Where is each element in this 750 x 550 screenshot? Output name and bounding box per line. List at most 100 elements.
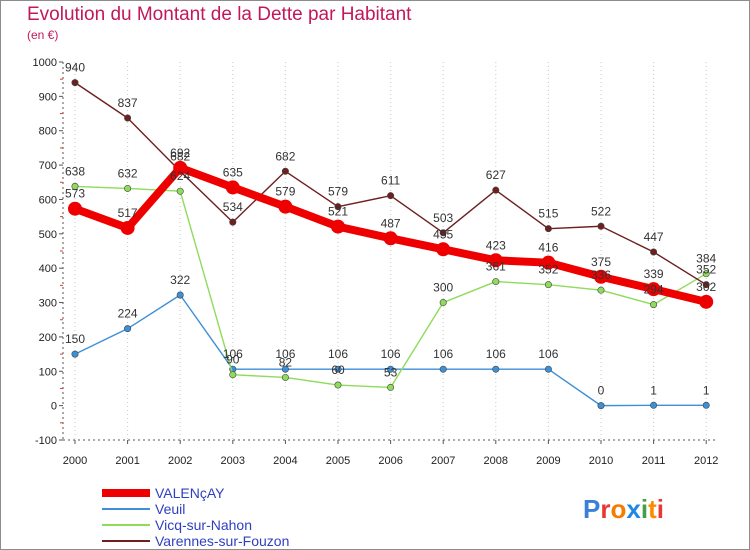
series-layer xyxy=(68,79,714,410)
data-label: 692 xyxy=(170,146,190,160)
y-tick-label: 400 xyxy=(39,263,57,275)
data-point xyxy=(71,182,79,190)
logo-letter: t xyxy=(648,494,657,524)
data-label: 384 xyxy=(696,252,716,266)
y-tick-label: 1000 xyxy=(33,57,57,69)
data-point xyxy=(387,383,395,391)
data-point xyxy=(120,220,135,235)
data-label: 106 xyxy=(538,347,558,361)
y-tick-label: -100 xyxy=(35,435,57,447)
logo-letter: r xyxy=(600,494,610,524)
data-label: 940 xyxy=(65,61,85,75)
y-tick-label: 100 xyxy=(39,366,57,378)
data-label: 106 xyxy=(433,347,453,361)
x-tick-label: 2000 xyxy=(63,455,87,467)
data-label: 339 xyxy=(644,267,664,281)
data-label: 1 xyxy=(703,383,710,397)
data-label: 447 xyxy=(644,230,664,244)
data-point xyxy=(594,269,608,284)
data-label: 302 xyxy=(696,280,716,294)
data-point xyxy=(597,402,605,410)
data-label: 534 xyxy=(223,200,243,214)
data-point xyxy=(387,365,395,373)
data-label: 682 xyxy=(170,149,190,163)
data-label: 416 xyxy=(538,241,558,255)
x-tick-label: 2006 xyxy=(378,455,402,467)
data-point xyxy=(124,114,132,122)
data-point xyxy=(68,201,82,216)
data-label: 361 xyxy=(486,260,506,274)
legend-label: VALENçAY xyxy=(155,485,225,501)
data-label: 517 xyxy=(118,206,138,220)
data-point xyxy=(439,299,447,307)
data-label: 106 xyxy=(223,347,243,361)
axis-layer: -100010020030040050060070080090010002000… xyxy=(33,57,719,467)
data-point xyxy=(278,199,293,214)
data-label: 682 xyxy=(275,149,295,163)
data-point xyxy=(439,365,447,373)
y-tick-label: 700 xyxy=(39,160,57,172)
legend-label: Varennes-sur-Fouzon xyxy=(155,533,289,549)
x-tick-label: 2009 xyxy=(536,455,560,467)
data-label: 0 xyxy=(598,384,605,398)
data-label: 352 xyxy=(696,263,716,277)
data-point xyxy=(229,371,237,379)
data-point xyxy=(281,373,289,381)
logo-letter: i xyxy=(657,494,664,524)
data-point xyxy=(650,401,658,409)
data-point xyxy=(702,281,710,289)
y-tick-label: 500 xyxy=(39,229,57,241)
data-point xyxy=(544,365,552,373)
data-label-layer: 573 517 692 635 579 521 487 455 423 416 375 339 302 1… xyxy=(65,61,717,398)
data-point xyxy=(436,242,451,257)
data-label: 455 xyxy=(433,227,453,241)
data-label: 1 xyxy=(650,383,657,397)
data-label: 82 xyxy=(279,355,293,369)
data-label: 487 xyxy=(381,216,401,230)
data-label: 638 xyxy=(65,164,85,178)
x-tick-label: 2010 xyxy=(589,455,613,467)
y-tick-label: 800 xyxy=(39,126,57,138)
data-label: 632 xyxy=(118,166,138,180)
data-point xyxy=(597,222,605,230)
logo-letter: P xyxy=(583,494,600,524)
data-label: 90 xyxy=(226,353,240,367)
y-tick-label: 300 xyxy=(39,298,57,310)
data-point xyxy=(646,282,661,297)
data-point xyxy=(597,286,605,294)
data-point xyxy=(225,180,240,195)
data-label: 300 xyxy=(433,281,453,295)
x-tick-label: 2012 xyxy=(694,455,718,467)
data-label: 579 xyxy=(275,185,295,199)
data-label: 611 xyxy=(381,174,400,188)
chart-subtitle: (en €) xyxy=(27,28,59,42)
data-point xyxy=(176,291,184,299)
data-point xyxy=(650,248,658,256)
data-point xyxy=(124,184,132,192)
data-point xyxy=(439,229,447,237)
x-tick-label: 2007 xyxy=(431,455,455,467)
data-label: 294 xyxy=(644,283,664,297)
data-point xyxy=(334,203,342,211)
x-tick-label: 2008 xyxy=(484,455,508,467)
logo-letter: x xyxy=(626,494,641,524)
data-point xyxy=(334,381,342,389)
data-point xyxy=(702,401,710,409)
data-point xyxy=(541,255,556,270)
y-tick-label: 0 xyxy=(51,401,57,413)
chart-title: Evolution du Montant de la Dette par Hab… xyxy=(27,4,412,25)
legend-label: Vicq-sur-Nahon xyxy=(155,517,252,533)
data-label: 837 xyxy=(118,96,138,110)
data-point xyxy=(331,219,345,234)
data-label: 53 xyxy=(384,365,398,379)
x-tick-label: 2004 xyxy=(273,455,297,467)
data-label: 624 xyxy=(170,169,190,183)
data-point xyxy=(492,365,500,373)
data-label: 503 xyxy=(433,211,453,225)
data-label: 336 xyxy=(591,268,611,282)
data-point xyxy=(492,278,500,286)
data-label: 521 xyxy=(328,205,348,219)
data-point xyxy=(492,186,500,194)
data-label: 322 xyxy=(170,273,190,287)
